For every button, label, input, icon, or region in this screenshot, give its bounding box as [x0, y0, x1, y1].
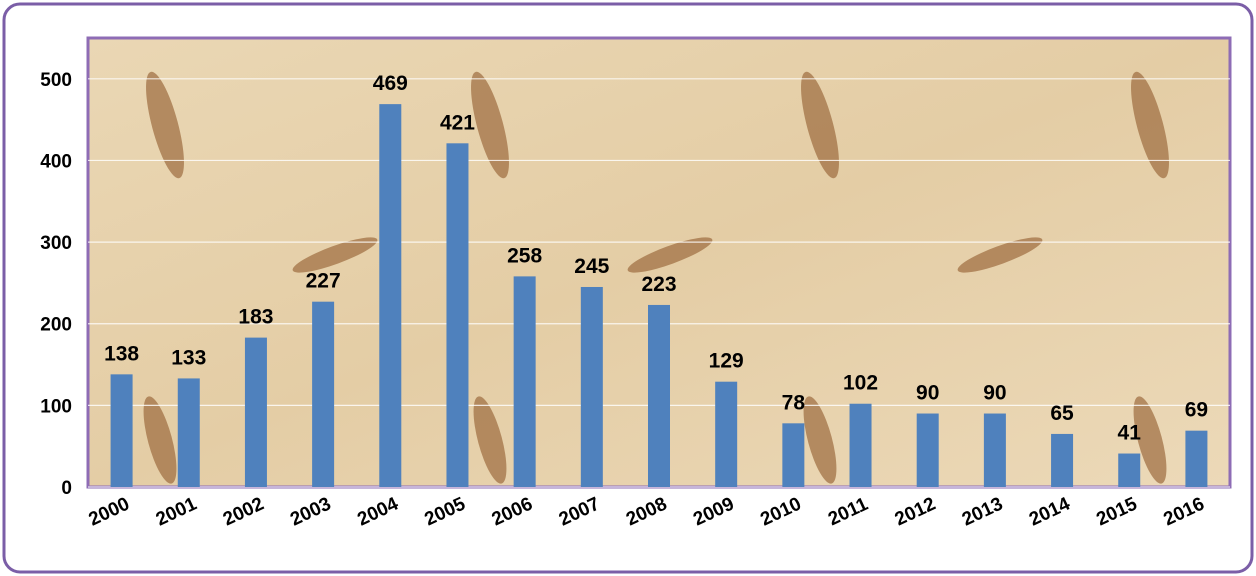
bar	[178, 378, 200, 487]
y-tick-label: 100	[40, 396, 72, 417]
data-label: 469	[373, 72, 408, 95]
bar	[111, 374, 133, 487]
bar	[782, 423, 804, 487]
data-label: 421	[440, 111, 475, 134]
bar	[1051, 434, 1073, 487]
y-tick-label: 500	[40, 70, 72, 91]
bar	[1118, 454, 1140, 487]
bar	[514, 276, 536, 487]
data-label: 183	[238, 306, 273, 329]
bar	[245, 338, 267, 487]
bar	[1185, 431, 1207, 487]
bar	[715, 382, 737, 487]
bar	[984, 414, 1006, 487]
data-label: 69	[1185, 399, 1208, 422]
bar	[850, 404, 872, 487]
data-label: 65	[1050, 402, 1074, 425]
data-label: 90	[983, 382, 1006, 405]
data-label: 258	[507, 244, 542, 267]
bar	[581, 287, 603, 487]
bar	[648, 305, 670, 487]
data-label: 90	[916, 382, 939, 405]
data-label: 227	[306, 270, 341, 293]
data-label: 223	[641, 273, 676, 296]
data-label: 245	[574, 255, 609, 278]
data-label: 41	[1118, 422, 1142, 445]
bar	[379, 104, 401, 487]
bar	[446, 143, 468, 487]
data-label: 129	[709, 350, 744, 373]
y-tick-label: 200	[40, 315, 72, 336]
y-tick-label: 400	[40, 151, 72, 172]
y-tick-label: 0	[61, 478, 72, 499]
y-tick-label: 300	[40, 233, 72, 254]
bar	[917, 414, 939, 487]
data-label: 138	[104, 342, 139, 365]
data-label: 78	[782, 391, 806, 414]
data-label: 133	[171, 346, 206, 369]
bar	[312, 302, 334, 487]
chart: 0100200300400500200013820011332002183200…	[0, 0, 1256, 576]
data-label: 102	[843, 372, 878, 395]
